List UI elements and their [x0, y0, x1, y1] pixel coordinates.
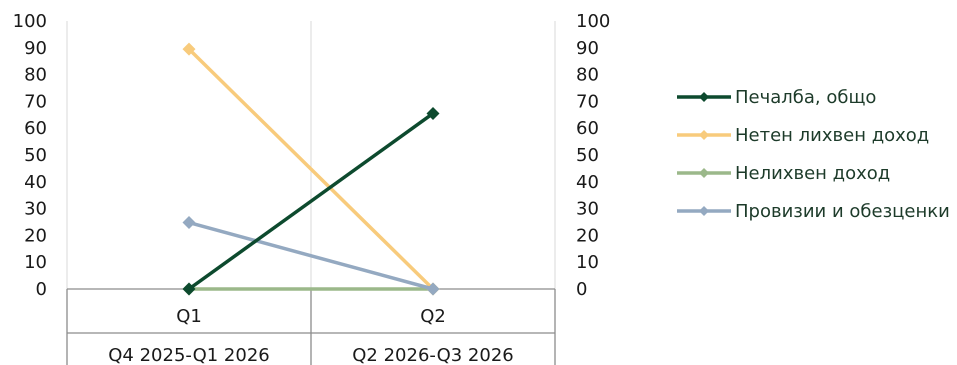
legend-item: Нелихвен доход	[677, 163, 890, 184]
y-tick-label-right: 20	[576, 225, 599, 246]
series-layer	[182, 42, 440, 296]
x-group-label: Q2 2026-Q3 2026	[352, 345, 513, 365]
y-tick-label-left: 100	[13, 11, 47, 32]
data-point	[426, 282, 440, 296]
y-tick-label-right: 50	[576, 145, 599, 166]
y-tick-label-right: 40	[576, 172, 599, 193]
y-tick-label-left: 20	[24, 225, 47, 246]
legend-label: Печалба, общо	[735, 87, 876, 108]
series-line	[187, 112, 435, 291]
y-tick-label-left: 40	[24, 172, 47, 193]
legend-swatch-marker	[699, 206, 709, 216]
y-tick-label-right: 10	[576, 252, 599, 273]
legend-item: Провизии и обезценки	[677, 201, 950, 222]
y-tick-label-right: 100	[576, 11, 610, 32]
series-line	[187, 47, 435, 291]
y-tick-label-left: 50	[24, 145, 47, 166]
grid-lines	[66, 21, 556, 289]
data-point	[182, 42, 196, 56]
series-3	[182, 216, 440, 296]
y-axis-right: 0 10 20 30 40 50 60 70 80 90 100	[576, 11, 610, 300]
y-tick-label-left: 10	[24, 252, 47, 273]
y-tick-label-right: 0	[576, 279, 587, 300]
data-point	[182, 216, 196, 230]
x-axis: Q1 Q2 Q4 2025-Q1 2026 Q2 2026-Q3 2026	[66, 288, 556, 365]
y-tick-label-left: 60	[24, 118, 47, 139]
y-tick-label-right: 30	[576, 199, 599, 220]
data-point	[426, 106, 440, 120]
y-tick-label-left: 0	[36, 279, 47, 300]
x-group-label: Q4 2025-Q1 2026	[108, 345, 269, 365]
legend: Печалба, общо Нетен лихвен доход Нелихвен …	[677, 87, 950, 222]
y-tick-label-left: 30	[24, 199, 47, 220]
legend-swatch-marker	[699, 168, 709, 178]
series-0	[182, 106, 440, 296]
y-tick-label-right: 60	[576, 118, 599, 139]
legend-swatch-marker	[699, 92, 709, 102]
y-tick-label-left: 70	[24, 91, 47, 112]
y-axis-left: 0 10 20 30 40 50 60 70 80 90 100	[13, 11, 47, 300]
legend-label: Нелихвен доход	[735, 163, 890, 184]
y-tick-label-right: 90	[576, 38, 599, 59]
y-tick-label-left: 80	[24, 65, 47, 86]
y-tick-label-right: 70	[576, 91, 599, 112]
x-tick-label: Q1	[176, 306, 202, 327]
legend-label: Нетен лихвен доход	[735, 125, 929, 146]
y-tick-label-left: 90	[24, 38, 47, 59]
legend-swatch-marker	[699, 130, 709, 140]
series-line	[188, 220, 434, 291]
legend-item: Печалба, общо	[677, 87, 876, 108]
data-point	[182, 282, 196, 296]
y-tick-label-right: 80	[576, 65, 599, 86]
legend-item: Нетен лихвен доход	[677, 125, 929, 146]
x-tick-label: Q2	[420, 306, 446, 327]
legend-label: Провизии и обезценки	[735, 201, 950, 222]
